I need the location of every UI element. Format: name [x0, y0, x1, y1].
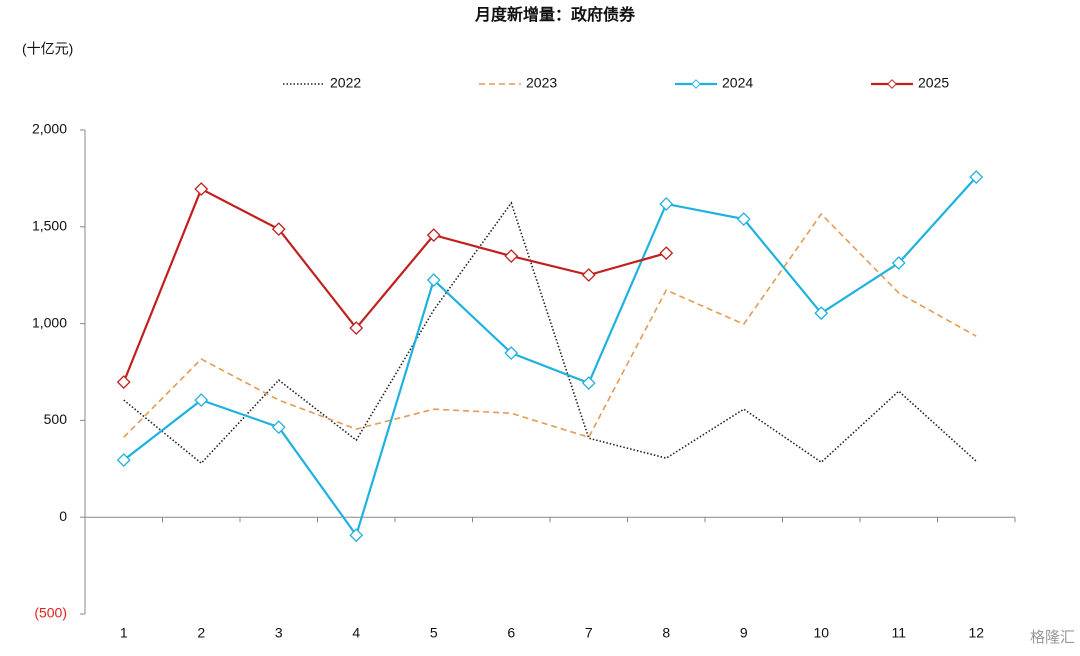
x-tick-label: 3	[275, 625, 283, 641]
marker	[581, 376, 596, 390]
x-tick-label: 2	[197, 625, 205, 641]
marker	[194, 182, 209, 196]
marker	[116, 375, 131, 389]
marker	[116, 453, 131, 468]
x-tick-label: 12	[968, 625, 984, 641]
marker	[736, 212, 751, 226]
watermark: 格隆汇	[1030, 629, 1075, 646]
marker	[271, 420, 286, 435]
marker	[271, 222, 286, 237]
y-tick-label: 500	[44, 411, 68, 427]
legend-label: 2022	[330, 75, 361, 91]
legend-label: 2023	[526, 75, 557, 91]
x-tick-label: 6	[507, 625, 515, 641]
marker	[891, 256, 906, 270]
series-line	[123, 176, 978, 538]
marker	[194, 393, 209, 407]
marker	[659, 197, 674, 211]
x-tick-label: 7	[585, 625, 593, 641]
marker	[504, 346, 519, 360]
x-tick-label: 11	[891, 625, 906, 641]
x-tick-label: 4	[352, 625, 360, 641]
marker	[349, 528, 364, 543]
marker	[581, 268, 596, 282]
y-tick-label: 1,500	[32, 218, 67, 234]
y-axis-label: (十亿元)	[22, 41, 73, 57]
y-tick-label: 0	[59, 508, 67, 524]
y-tick-label: 1,000	[32, 314, 67, 330]
x-tick-label: 1	[120, 625, 128, 641]
marker	[426, 228, 441, 243]
marker	[691, 79, 701, 89]
legend-label: 2024	[722, 75, 753, 91]
marker	[504, 249, 519, 263]
series-line	[123, 201, 977, 465]
marker	[426, 273, 441, 287]
legend-label: 2025	[918, 75, 949, 91]
x-tick-label: 9	[740, 625, 748, 641]
marker	[349, 321, 364, 335]
y-tick-label: (500)	[34, 605, 67, 621]
chart-title: 月度新增量：政府债券	[474, 5, 636, 24]
marker	[887, 79, 897, 89]
y-tick-label: 2,000	[32, 121, 67, 137]
series-line	[123, 212, 977, 439]
x-tick-label: 5	[430, 625, 438, 641]
x-tick-label: 8	[662, 625, 670, 641]
marker	[814, 306, 829, 321]
marker	[659, 246, 674, 261]
series-line	[122, 187, 667, 383]
x-tick-label: 10	[813, 625, 829, 641]
marker	[969, 170, 984, 184]
